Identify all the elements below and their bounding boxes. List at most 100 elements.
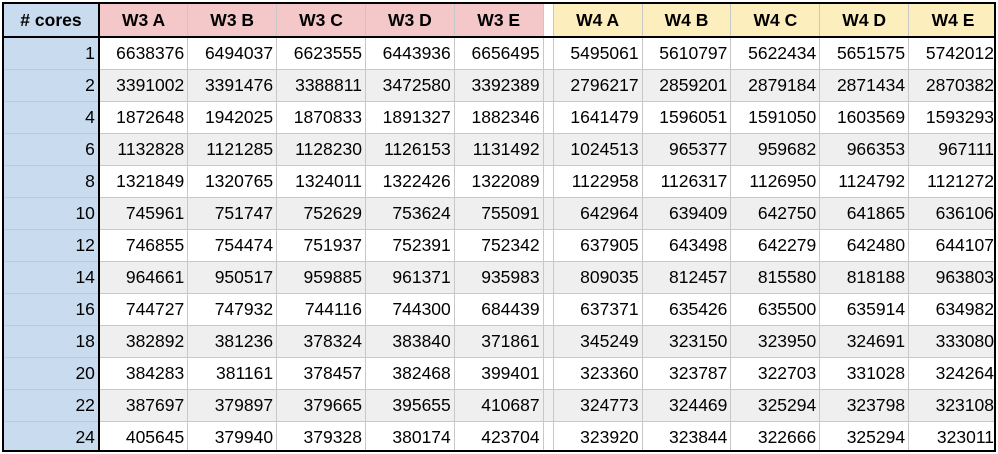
cores-cell[interactable]: 22 (4, 389, 100, 422)
cores-cell[interactable]: 1 (4, 37, 100, 70)
cell-w4-d[interactable]: 2871434 (819, 69, 910, 102)
cell-w4-c[interactable]: 2879184 (730, 69, 821, 102)
cell-w4-d[interactable]: 5651575 (819, 37, 910, 70)
cell-w4-e[interactable]: 323108 (908, 389, 994, 422)
cell-w3-d[interactable]: 395655 (365, 389, 455, 422)
cell-w3-c[interactable]: 1870833 (276, 101, 366, 134)
cell-w3-c[interactable]: 6623555 (276, 37, 366, 70)
cell-w3-a[interactable]: 382892 (98, 325, 189, 358)
cell-w3-c[interactable]: 751937 (276, 229, 366, 262)
cell-w4-c[interactable]: 323950 (730, 325, 821, 358)
cores-cell[interactable]: 10 (4, 197, 100, 230)
cell-w4-a[interactable]: 1122958 (553, 165, 643, 198)
cell-w3-c[interactable]: 379665 (276, 389, 366, 422)
header-w4-e[interactable]: W4 E (908, 4, 994, 38)
cores-cell[interactable]: 24 (4, 421, 100, 450)
cores-cell[interactable]: 8 (4, 165, 100, 198)
cell-w4-e[interactable]: 2870382 (908, 69, 994, 102)
cell-w3-c[interactable]: 1128230 (276, 133, 366, 166)
cell-w4-d[interactable]: 966353 (819, 133, 910, 166)
cell-w4-e[interactable]: 1121272 (908, 165, 994, 198)
cell-w4-a[interactable]: 345249 (553, 325, 643, 358)
cell-w3-a[interactable]: 1132828 (98, 133, 189, 166)
cores-cell[interactable]: 20 (4, 357, 100, 390)
cell-w3-e[interactable]: 1882346 (454, 101, 544, 134)
header-w4-b[interactable]: W4 B (642, 4, 732, 38)
cell-w4-e[interactable]: 967111 (908, 133, 994, 166)
cell-w4-b[interactable]: 1596051 (642, 101, 732, 134)
cell-w4-e[interactable]: 323011 (908, 421, 994, 450)
cell-w4-b[interactable]: 2859201 (642, 69, 732, 102)
cell-w3-c[interactable]: 959885 (276, 261, 366, 294)
cell-w4-e[interactable]: 644107 (908, 229, 994, 262)
cell-w3-a[interactable]: 6638376 (98, 37, 189, 70)
cell-w4-d[interactable]: 325294 (819, 421, 910, 450)
header-w4-d[interactable]: W4 D (819, 4, 910, 38)
cell-w3-e[interactable]: 371861 (454, 325, 544, 358)
header-cores[interactable]: # cores (4, 4, 100, 38)
cell-w4-c[interactable]: 1126950 (730, 165, 821, 198)
cell-w4-e[interactable]: 634982 (908, 293, 994, 326)
cell-w3-b[interactable]: 1320765 (187, 165, 278, 198)
cell-w3-c[interactable]: 378457 (276, 357, 366, 390)
cell-w4-a[interactable]: 2796217 (553, 69, 643, 102)
cell-w3-e[interactable]: 6656495 (454, 37, 544, 70)
cell-w3-c[interactable]: 379328 (276, 421, 366, 450)
cell-w4-d[interactable]: 324691 (819, 325, 910, 358)
cell-w3-a[interactable]: 745961 (98, 197, 189, 230)
cell-w3-e[interactable]: 755091 (454, 197, 544, 230)
cell-w4-d[interactable]: 1603569 (819, 101, 910, 134)
cell-w4-b[interactable]: 643498 (642, 229, 732, 262)
cell-w4-d[interactable]: 323798 (819, 389, 910, 422)
cell-w3-b[interactable]: 3391476 (187, 69, 278, 102)
cell-w3-d[interactable]: 752391 (365, 229, 455, 262)
cores-cell[interactable]: 14 (4, 261, 100, 294)
cell-w3-b[interactable]: 379940 (187, 421, 278, 450)
cell-w3-d[interactable]: 6443936 (365, 37, 455, 70)
cell-w3-e[interactable]: 410687 (454, 389, 544, 422)
cell-w4-c[interactable]: 1591050 (730, 101, 821, 134)
header-w4-c[interactable]: W4 C (730, 4, 821, 38)
cell-w4-e[interactable]: 1593293 (908, 101, 994, 134)
cell-w4-b[interactable]: 965377 (642, 133, 732, 166)
cell-w3-b[interactable]: 381236 (187, 325, 278, 358)
cell-w3-c[interactable]: 3388811 (276, 69, 366, 102)
cell-w4-b[interactable]: 323844 (642, 421, 732, 450)
cell-w3-d[interactable]: 380174 (365, 421, 455, 450)
cell-w4-c[interactable]: 959682 (730, 133, 821, 166)
cell-w3-a[interactable]: 1872648 (98, 101, 189, 134)
cell-w4-a[interactable]: 1641479 (553, 101, 643, 134)
cell-w4-a[interactable]: 637371 (553, 293, 643, 326)
cell-w3-d[interactable]: 382468 (365, 357, 455, 390)
cell-w3-d[interactable]: 753624 (365, 197, 455, 230)
cell-w4-b[interactable]: 1126317 (642, 165, 732, 198)
cell-w3-a[interactable]: 387697 (98, 389, 189, 422)
cell-w4-c[interactable]: 815580 (730, 261, 821, 294)
cell-w4-e[interactable]: 636106 (908, 197, 994, 230)
header-w3-a[interactable]: W3 A (98, 4, 189, 38)
cell-w3-b[interactable]: 381161 (187, 357, 278, 390)
cell-w3-b[interactable]: 754474 (187, 229, 278, 262)
cores-cell[interactable]: 12 (4, 229, 100, 262)
cell-w4-b[interactable]: 812457 (642, 261, 732, 294)
cell-w3-b[interactable]: 6494037 (187, 37, 278, 70)
cell-w4-d[interactable]: 642480 (819, 229, 910, 262)
cell-w4-a[interactable]: 637905 (553, 229, 643, 262)
cell-w4-a[interactable]: 323360 (553, 357, 643, 390)
header-w3-e[interactable]: W3 E (454, 4, 544, 38)
cell-w4-c[interactable]: 642750 (730, 197, 821, 230)
cell-w3-d[interactable]: 383840 (365, 325, 455, 358)
cell-w3-d[interactable]: 3472580 (365, 69, 455, 102)
cell-w4-a[interactable]: 5495061 (553, 37, 643, 70)
cell-w4-b[interactable]: 635426 (642, 293, 732, 326)
cell-w3-c[interactable]: 744116 (276, 293, 366, 326)
cell-w3-b[interactable]: 1121285 (187, 133, 278, 166)
cell-w4-b[interactable]: 639409 (642, 197, 732, 230)
header-w4-a[interactable]: W4 A (553, 4, 643, 38)
cell-w4-d[interactable]: 818188 (819, 261, 910, 294)
cores-cell[interactable]: 18 (4, 325, 100, 358)
cell-w3-d[interactable]: 744300 (365, 293, 455, 326)
cell-w3-c[interactable]: 1324011 (276, 165, 366, 198)
header-w3-d[interactable]: W3 D (365, 4, 455, 38)
cell-w4-d[interactable]: 641865 (819, 197, 910, 230)
